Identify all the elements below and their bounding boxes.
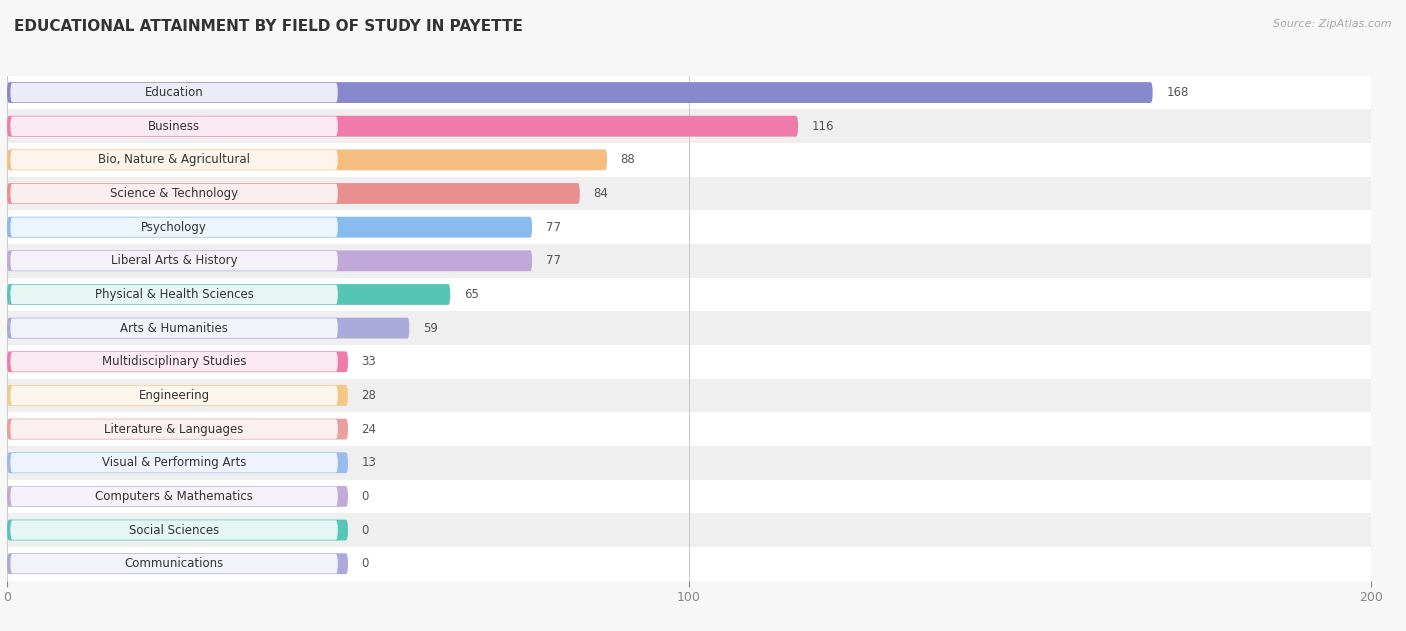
FancyBboxPatch shape	[10, 420, 337, 439]
Text: 0: 0	[361, 557, 368, 570]
FancyBboxPatch shape	[10, 521, 337, 540]
FancyBboxPatch shape	[7, 345, 1371, 379]
FancyBboxPatch shape	[10, 352, 337, 372]
Text: 33: 33	[361, 355, 377, 369]
Text: Multidisciplinary Studies: Multidisciplinary Studies	[101, 355, 246, 369]
FancyBboxPatch shape	[10, 117, 337, 136]
FancyBboxPatch shape	[10, 218, 337, 237]
FancyBboxPatch shape	[7, 513, 1371, 547]
FancyBboxPatch shape	[7, 251, 531, 271]
FancyBboxPatch shape	[7, 379, 1371, 412]
Text: Visual & Performing Arts: Visual & Performing Arts	[101, 456, 246, 469]
FancyBboxPatch shape	[7, 553, 347, 574]
Text: Bio, Nature & Agricultural: Bio, Nature & Agricultural	[98, 153, 250, 167]
FancyBboxPatch shape	[7, 76, 1371, 109]
Text: Literature & Languages: Literature & Languages	[104, 423, 243, 435]
Text: 77: 77	[546, 221, 561, 233]
Text: 0: 0	[361, 490, 368, 503]
FancyBboxPatch shape	[7, 446, 1371, 480]
FancyBboxPatch shape	[7, 351, 347, 372]
Text: Source: ZipAtlas.com: Source: ZipAtlas.com	[1274, 19, 1392, 29]
Text: Psychology: Psychology	[141, 221, 207, 233]
Text: Liberal Arts & History: Liberal Arts & History	[111, 254, 238, 268]
Text: EDUCATIONAL ATTAINMENT BY FIELD OF STUDY IN PAYETTE: EDUCATIONAL ATTAINMENT BY FIELD OF STUDY…	[14, 19, 523, 34]
Text: 168: 168	[1166, 86, 1188, 99]
Text: Arts & Humanities: Arts & Humanities	[120, 322, 228, 334]
FancyBboxPatch shape	[7, 177, 1371, 210]
FancyBboxPatch shape	[7, 115, 799, 137]
FancyBboxPatch shape	[7, 317, 409, 339]
FancyBboxPatch shape	[7, 547, 1371, 581]
FancyBboxPatch shape	[10, 554, 337, 574]
FancyBboxPatch shape	[7, 418, 347, 440]
Text: Communications: Communications	[125, 557, 224, 570]
FancyBboxPatch shape	[7, 244, 1371, 278]
FancyBboxPatch shape	[10, 251, 337, 271]
Text: Physical & Health Sciences: Physical & Health Sciences	[94, 288, 253, 301]
Text: 0: 0	[361, 524, 368, 536]
Text: 13: 13	[361, 456, 377, 469]
FancyBboxPatch shape	[7, 284, 450, 305]
FancyBboxPatch shape	[7, 216, 531, 238]
FancyBboxPatch shape	[10, 487, 337, 506]
Text: Education: Education	[145, 86, 204, 99]
FancyBboxPatch shape	[7, 412, 1371, 446]
FancyBboxPatch shape	[7, 385, 347, 406]
FancyBboxPatch shape	[7, 480, 1371, 513]
FancyBboxPatch shape	[10, 285, 337, 304]
Text: 24: 24	[361, 423, 377, 435]
Text: 116: 116	[811, 120, 834, 133]
FancyBboxPatch shape	[7, 311, 1371, 345]
FancyBboxPatch shape	[7, 452, 347, 473]
FancyBboxPatch shape	[7, 109, 1371, 143]
Text: 84: 84	[593, 187, 609, 200]
FancyBboxPatch shape	[10, 83, 337, 102]
FancyBboxPatch shape	[10, 319, 337, 338]
Text: 59: 59	[423, 322, 437, 334]
FancyBboxPatch shape	[7, 150, 607, 170]
FancyBboxPatch shape	[7, 278, 1371, 311]
Text: Computers & Mathematics: Computers & Mathematics	[96, 490, 253, 503]
Text: Engineering: Engineering	[139, 389, 209, 402]
FancyBboxPatch shape	[7, 143, 1371, 177]
FancyBboxPatch shape	[10, 386, 337, 405]
FancyBboxPatch shape	[7, 210, 1371, 244]
Text: Science & Technology: Science & Technology	[110, 187, 238, 200]
Text: 65: 65	[464, 288, 479, 301]
Text: 77: 77	[546, 254, 561, 268]
Text: 88: 88	[620, 153, 636, 167]
FancyBboxPatch shape	[7, 486, 347, 507]
Text: Social Sciences: Social Sciences	[129, 524, 219, 536]
Text: 28: 28	[361, 389, 377, 402]
FancyBboxPatch shape	[7, 82, 1153, 103]
FancyBboxPatch shape	[10, 150, 337, 170]
Text: Business: Business	[148, 120, 200, 133]
FancyBboxPatch shape	[10, 453, 337, 473]
FancyBboxPatch shape	[10, 184, 337, 203]
FancyBboxPatch shape	[7, 519, 347, 541]
FancyBboxPatch shape	[7, 183, 579, 204]
